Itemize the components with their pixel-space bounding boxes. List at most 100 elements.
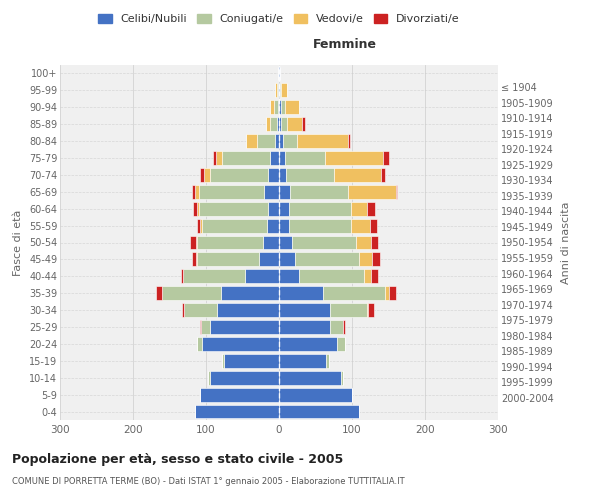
Bar (182, 303, 184, 317)
Bar (371, 236, 378, 250)
Bar (289, 218, 351, 232)
Bar (279, 151, 285, 165)
Bar (279, 270, 299, 283)
Bar (204, 168, 209, 182)
Bar (279, 371, 341, 384)
Bar (383, 151, 389, 165)
Bar (389, 286, 396, 300)
Bar (279, 168, 286, 182)
Bar (199, 202, 268, 215)
Bar (370, 218, 377, 232)
Bar (349, 134, 350, 148)
Bar (200, 218, 202, 232)
Bar (209, 168, 268, 182)
Bar (337, 337, 344, 351)
Bar (279, 354, 326, 368)
Bar (302, 117, 305, 131)
Bar (371, 270, 378, 283)
Bar (292, 236, 356, 250)
Bar (279, 337, 337, 351)
Bar (197, 218, 200, 232)
Bar (279, 404, 359, 418)
Bar (341, 371, 343, 384)
Bar (201, 320, 209, 334)
Bar (195, 404, 279, 418)
Bar (279, 218, 289, 232)
Bar (202, 337, 279, 351)
Bar (192, 185, 195, 198)
Bar (217, 303, 279, 317)
Bar (265, 185, 279, 198)
Bar (326, 354, 329, 368)
Bar (279, 303, 330, 317)
Bar (325, 151, 383, 165)
Bar (279, 202, 289, 215)
Bar (181, 270, 184, 283)
Bar (299, 270, 364, 283)
Bar (268, 218, 279, 232)
Bar (381, 168, 385, 182)
Bar (268, 202, 279, 215)
Bar (367, 303, 368, 317)
Bar (221, 286, 279, 300)
Bar (200, 388, 279, 402)
Bar (246, 134, 257, 148)
Bar (279, 117, 281, 131)
Bar (290, 185, 349, 198)
Bar (281, 100, 285, 114)
Bar (199, 185, 265, 198)
Bar (200, 320, 201, 334)
Bar (274, 100, 278, 114)
Y-axis label: Fasce di età: Fasce di età (13, 210, 23, 276)
Bar (196, 252, 197, 266)
Text: COMUNE DI PORRETTA TERME (BO) - Dati ISTAT 1° gennaio 2005 - Elaborazione TUTTIT: COMUNE DI PORRETTA TERME (BO) - Dati IST… (12, 478, 404, 486)
Bar (212, 151, 216, 165)
Bar (286, 168, 334, 182)
Bar (224, 354, 279, 368)
Bar (197, 252, 259, 266)
Bar (279, 66, 280, 80)
Bar (268, 168, 279, 182)
Bar (279, 252, 295, 266)
Bar (330, 320, 343, 334)
Bar (196, 236, 197, 250)
Bar (279, 134, 283, 148)
Bar (275, 134, 279, 148)
Bar (197, 337, 202, 351)
Bar (330, 303, 367, 317)
Bar (280, 84, 281, 98)
Bar (385, 286, 389, 300)
Bar (257, 134, 275, 148)
Bar (373, 252, 380, 266)
Bar (193, 202, 197, 215)
Bar (279, 320, 330, 334)
Bar (279, 185, 290, 198)
Bar (289, 202, 351, 215)
Bar (295, 252, 359, 266)
Bar (200, 168, 204, 182)
Bar (157, 286, 162, 300)
Bar (209, 371, 279, 384)
Bar (278, 100, 279, 114)
Bar (270, 100, 274, 114)
Legend: Celibi/Nubili, Coniugati/e, Vedovi/e, Divorziati/e: Celibi/Nubili, Coniugati/e, Vedovi/e, Di… (98, 14, 460, 24)
Bar (208, 371, 209, 384)
Bar (222, 151, 269, 165)
Bar (192, 252, 196, 266)
Bar (197, 202, 199, 215)
Bar (351, 218, 370, 232)
Bar (359, 252, 373, 266)
Bar (184, 303, 217, 317)
Bar (281, 117, 287, 131)
Bar (351, 202, 367, 215)
Bar (245, 270, 279, 283)
Bar (279, 286, 323, 300)
Bar (202, 218, 268, 232)
Bar (197, 236, 263, 250)
Bar (279, 388, 352, 402)
Bar (396, 185, 397, 198)
Bar (285, 151, 325, 165)
Bar (162, 286, 221, 300)
Bar (323, 286, 385, 300)
Bar (281, 84, 287, 98)
